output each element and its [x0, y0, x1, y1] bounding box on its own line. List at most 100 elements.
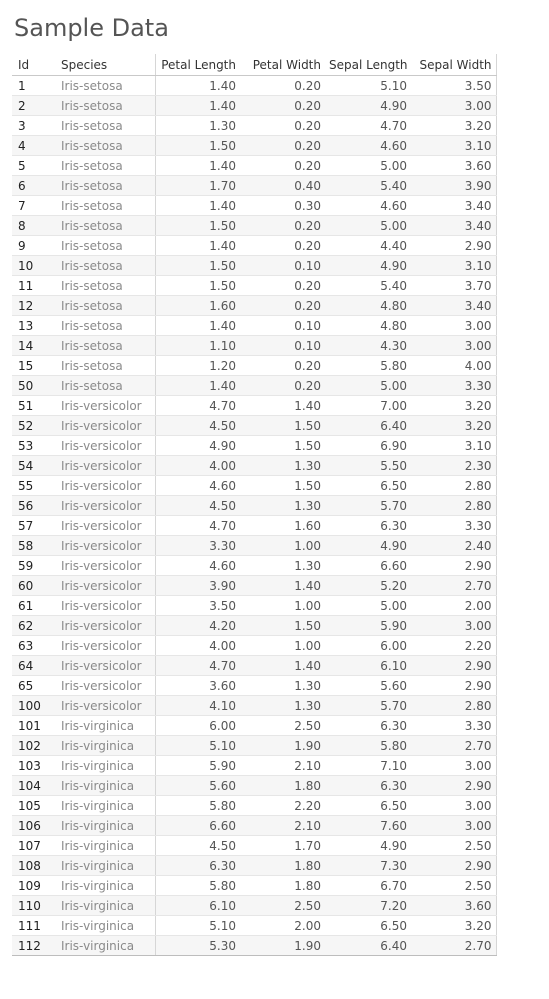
column-header-petal-width[interactable]: Petal Width: [240, 54, 325, 76]
cell-sepal-length: 5.60: [325, 675, 411, 696]
cell-id: 52: [12, 415, 55, 436]
cell-species: Iris-virginica: [55, 915, 156, 936]
cell-species: Iris-setosa: [55, 175, 156, 196]
cell-id: 15: [12, 355, 55, 376]
cell-id: 58: [12, 535, 55, 556]
table-row: 12 Iris-setosa 1.60 0.20 4.80 3.40: [12, 295, 497, 316]
cell-id: 100: [12, 695, 55, 716]
table-row: 7 Iris-setosa 1.40 0.30 4.60 3.40: [12, 195, 497, 216]
cell-petal-width: 1.40: [240, 575, 325, 596]
cell-petal-width: 2.20: [240, 795, 325, 816]
cell-petal-length: 3.90: [155, 575, 240, 596]
table-row: 53 Iris-versicolor 4.90 1.50 6.90 3.10: [12, 435, 497, 456]
cell-petal-length: 4.70: [155, 655, 240, 676]
cell-species: Iris-virginica: [55, 795, 156, 816]
cell-petal-length: 4.50: [155, 495, 240, 516]
cell-sepal-width: 3.20: [411, 915, 497, 936]
table-row: 2 Iris-setosa 1.40 0.20 4.90 3.00: [12, 95, 497, 116]
column-header-id[interactable]: Id: [12, 54, 55, 76]
cell-id: 51: [12, 395, 55, 416]
cell-petal-width: 1.30: [240, 455, 325, 476]
cell-species: Iris-virginica: [55, 775, 156, 796]
cell-species: Iris-versicolor: [55, 595, 156, 616]
cell-petal-width: 1.30: [240, 555, 325, 576]
cell-species: Iris-virginica: [55, 835, 156, 856]
cell-sepal-width: 2.70: [411, 575, 497, 596]
cell-id: 54: [12, 455, 55, 476]
column-header-sepal-width[interactable]: Sepal Width: [411, 54, 497, 76]
cell-petal-width: 1.90: [240, 935, 325, 956]
cell-species: Iris-setosa: [55, 275, 156, 296]
cell-sepal-length: 5.50: [325, 455, 411, 476]
cell-id: 105: [12, 795, 55, 816]
cell-sepal-length: 5.40: [325, 275, 411, 296]
cell-id: 59: [12, 555, 55, 576]
column-header-petal-length[interactable]: Petal Length: [155, 54, 240, 76]
cell-id: 104: [12, 775, 55, 796]
cell-petal-width: 1.00: [240, 535, 325, 556]
cell-id: 8: [12, 215, 55, 236]
table-body: 1 Iris-setosa 1.40 0.20 5.10 3.50 2 Iris-setosa…: [12, 75, 497, 956]
cell-sepal-width: 2.90: [411, 235, 497, 256]
cell-sepal-length: 6.10: [325, 655, 411, 676]
cell-sepal-length: 5.10: [325, 75, 411, 96]
table-row: 5 Iris-setosa 1.40 0.20 5.00 3.60: [12, 155, 497, 176]
cell-petal-length: 5.60: [155, 775, 240, 796]
cell-id: 3: [12, 115, 55, 136]
cell-petal-length: 3.30: [155, 535, 240, 556]
cell-petal-length: 4.60: [155, 475, 240, 496]
cell-petal-width: 0.20: [240, 135, 325, 156]
cell-id: 111: [12, 915, 55, 936]
cell-petal-width: 1.50: [240, 415, 325, 436]
cell-petal-length: 1.40: [155, 235, 240, 256]
cell-petal-width: 0.40: [240, 175, 325, 196]
table-row: 62 Iris-versicolor 4.20 1.50 5.90 3.00: [12, 615, 497, 636]
cell-petal-length: 5.80: [155, 875, 240, 896]
cell-sepal-length: 4.90: [325, 255, 411, 276]
cell-id: 61: [12, 595, 55, 616]
cell-sepal-width: 3.00: [411, 95, 497, 116]
column-header-species[interactable]: Species: [55, 54, 156, 76]
cell-petal-width: 1.40: [240, 395, 325, 416]
table-row: 14 Iris-setosa 1.10 0.10 4.30 3.00: [12, 335, 497, 356]
cell-petal-width: 0.30: [240, 195, 325, 216]
cell-petal-length: 4.50: [155, 835, 240, 856]
cell-sepal-length: 4.90: [325, 95, 411, 116]
cell-petal-length: 1.20: [155, 355, 240, 376]
cell-species: Iris-versicolor: [55, 395, 156, 416]
cell-id: 1: [12, 75, 55, 96]
cell-petal-width: 1.30: [240, 495, 325, 516]
column-header-sepal-length[interactable]: Sepal Length: [325, 54, 411, 76]
cell-sepal-width: 3.10: [411, 135, 497, 156]
cell-sepal-width: 2.80: [411, 495, 497, 516]
cell-species: Iris-versicolor: [55, 655, 156, 676]
cell-species: Iris-virginica: [55, 875, 156, 896]
cell-sepal-length: 6.50: [325, 795, 411, 816]
cell-species: Iris-setosa: [55, 315, 156, 336]
cell-sepal-width: 3.40: [411, 215, 497, 236]
cell-species: Iris-versicolor: [55, 495, 156, 516]
cell-petal-width: 1.60: [240, 515, 325, 536]
cell-sepal-width: 3.00: [411, 815, 497, 836]
cell-petal-length: 6.10: [155, 895, 240, 916]
cell-id: 14: [12, 335, 55, 356]
cell-petal-width: 1.00: [240, 595, 325, 616]
cell-species: Iris-versicolor: [55, 615, 156, 636]
cell-species: Iris-versicolor: [55, 435, 156, 456]
table-row: 60 Iris-versicolor 3.90 1.40 5.20 2.70: [12, 575, 497, 596]
cell-sepal-length: 4.90: [325, 535, 411, 556]
table-row: 13 Iris-setosa 1.40 0.10 4.80 3.00: [12, 315, 497, 336]
cell-sepal-length: 4.80: [325, 315, 411, 336]
cell-species: Iris-setosa: [55, 155, 156, 176]
cell-id: 4: [12, 135, 55, 156]
cell-sepal-width: 2.20: [411, 635, 497, 656]
cell-sepal-width: 3.40: [411, 295, 497, 316]
cell-petal-length: 1.40: [155, 195, 240, 216]
cell-sepal-length: 5.40: [325, 175, 411, 196]
cell-sepal-width: 2.90: [411, 655, 497, 676]
cell-id: 5: [12, 155, 55, 176]
cell-sepal-length: 6.50: [325, 475, 411, 496]
cell-sepal-width: 2.70: [411, 735, 497, 756]
cell-sepal-width: 3.60: [411, 895, 497, 916]
data-table: Id Species Petal Length Petal Width Sepa…: [12, 54, 497, 956]
